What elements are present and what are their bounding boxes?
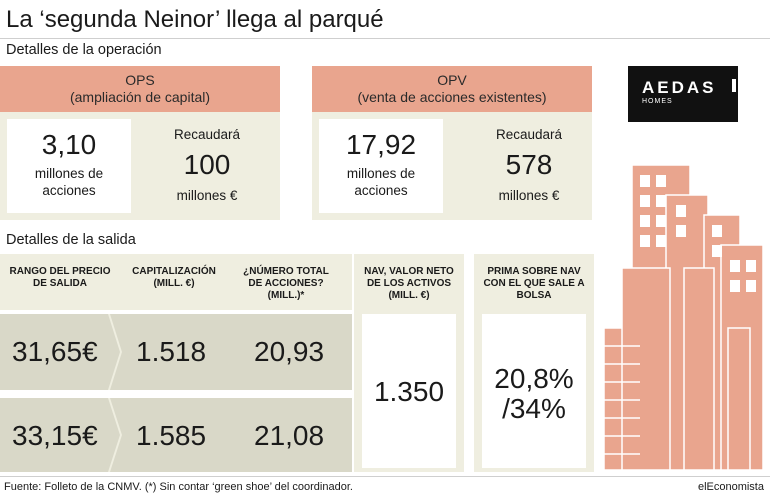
premium-value-2: /34% [502, 393, 566, 424]
opv-collect-unit: millones € [498, 188, 560, 203]
header-capitalization: CAPITALIZACIÓN (MILL. €) [132, 266, 216, 289]
exit-header-row [0, 254, 352, 310]
ops-collect-block: Recaudará 100 millones € [142, 126, 272, 204]
opv-shares-unit-1: millones de [346, 166, 416, 181]
ops-shares-box: 3,10 millones de acciones [7, 119, 131, 213]
logo-sub: HOMES [642, 98, 673, 105]
row2-capitalization: 1.585 [136, 420, 207, 451]
ops-panel-header: OPS (ampliación de capital) [0, 66, 280, 112]
header-premium: PRIMA SOBRE NAV CON EL QUE SALE A BOLSA [483, 266, 585, 301]
opv-head-line2: (venta de acciones existentes) [357, 89, 547, 105]
ops-shares-unit-2: acciones [42, 183, 96, 198]
header-total-shares: ¿NÚMERO TOTAL DE ACCIONES? (MILL.)* [243, 266, 329, 301]
exit-row-1 [0, 314, 352, 390]
opv-collect-value: 578 [505, 149, 553, 180]
ops-head-line2: (ampliación de capital) [69, 89, 211, 105]
row1-capitalization: 1.518 [136, 336, 207, 367]
opv-shares-box: 17,92 millones de acciones [319, 119, 443, 213]
premium-value-box: 20,8% /34% [480, 312, 588, 470]
footer-brand: elEconomista [697, 481, 764, 493]
building-center [683, 267, 715, 470]
opv-collect-label: Recaudará [495, 127, 563, 142]
page-title: La ‘segunda Neinor’ llega al parqué [6, 6, 384, 33]
opv-collect-block: Recaudará 578 millones € [466, 126, 592, 204]
section-exit-heading: Detalles de la salida [6, 232, 136, 248]
aedas-logo: AEDAS HOMES [628, 66, 738, 122]
opv-shares-value: 17,92 [345, 129, 417, 160]
title-divider [0, 38, 770, 39]
opv-panel-header: OPV (venta de acciones existentes) [312, 66, 592, 112]
ops-collect-label: Recaudará [173, 127, 241, 142]
premium-value-1: 20,8% [494, 363, 574, 394]
exit-row-2 [0, 398, 352, 472]
nav-value-box: 1.350 [360, 312, 458, 470]
nav-value: 1.350 [373, 376, 445, 407]
ops-shares-unit-1: millones de [34, 166, 104, 181]
ops-shares-value: 3,10 [41, 129, 97, 160]
row2-price-range: 33,15€ [12, 420, 98, 451]
ops-collect-unit: millones € [176, 188, 238, 203]
header-nav: NAV, VALOR NETO DE LOS ACTIVOS (MILL. €) [364, 266, 454, 301]
building-small-right [727, 327, 751, 470]
ops-collect-value: 100 [183, 149, 231, 180]
ops-head-line1: OPS [125, 72, 155, 88]
header-price-range: RANGO DEL PRECIO DE SALIDA [9, 266, 111, 289]
row1-total-shares: 20,93 [254, 336, 325, 367]
opv-head-line1: OPV [437, 72, 467, 88]
building-left-mid [621, 267, 671, 470]
section-operation-heading: Detalles de la operación [6, 42, 162, 58]
buildings-illustration [603, 164, 764, 470]
footer-divider [0, 476, 770, 477]
logo-mark [732, 79, 736, 92]
opv-shares-unit-2: acciones [354, 183, 408, 198]
footer-source: Fuente: Folleto de la CNMV. (*) Sin cont… [4, 481, 353, 493]
row1-price-range: 31,65€ [12, 336, 98, 367]
row2-total-shares: 21,08 [254, 420, 325, 451]
logo-name: AEDAS [642, 78, 717, 97]
